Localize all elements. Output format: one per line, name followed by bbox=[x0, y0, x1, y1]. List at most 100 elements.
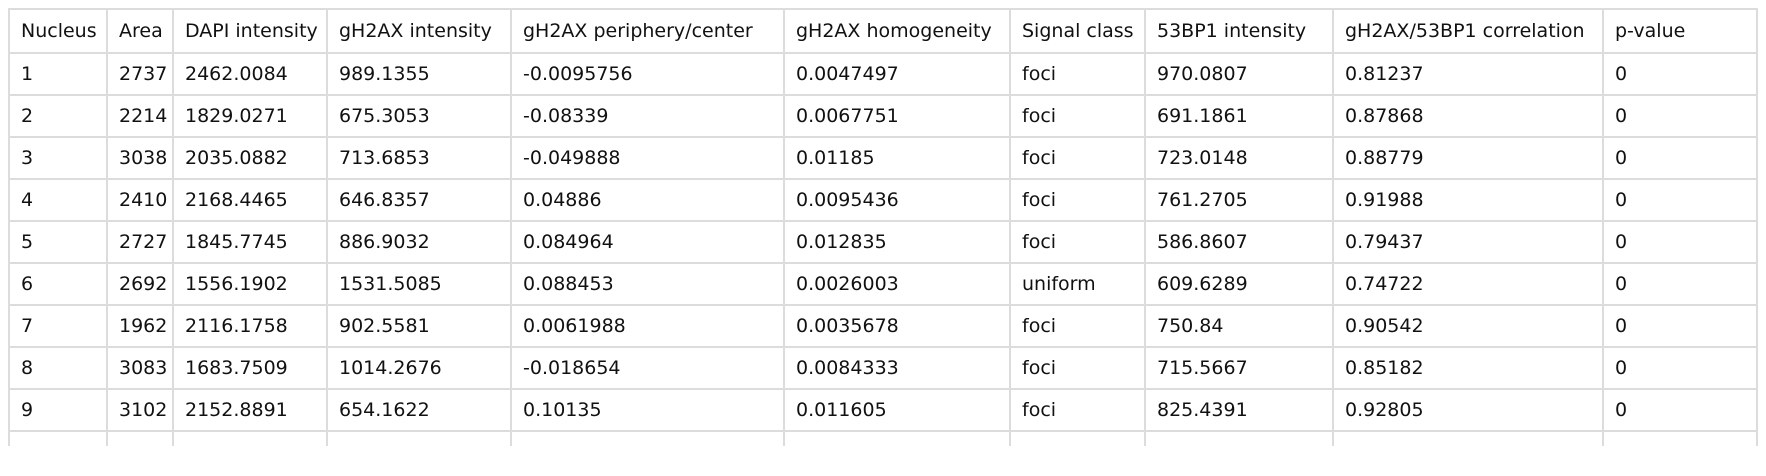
cell-p-value: 0 bbox=[1602, 346, 1758, 390]
empty-cell bbox=[106, 430, 174, 446]
cell-gh2ax-homogeneity: 0.0047497 bbox=[783, 52, 1011, 96]
column-header-correlation: gH2AX/53BP1 correlation bbox=[1332, 8, 1604, 54]
cell-p-value: 0 bbox=[1602, 388, 1758, 432]
cell-53bp1-intensity: 715.5667 bbox=[1144, 346, 1334, 390]
cell-gh2ax-homogeneity: 0.0026003 bbox=[783, 262, 1011, 306]
cell-53bp1-intensity: 750.84 bbox=[1144, 304, 1334, 348]
empty-cell bbox=[1009, 430, 1146, 446]
cell-p-value: 0 bbox=[1602, 178, 1758, 222]
cell-gh2ax-periphery-center: -0.049888 bbox=[510, 136, 785, 180]
cell-dapi-intensity: 1845.7745 bbox=[172, 220, 328, 264]
cell-gh2ax-intensity: 886.9032 bbox=[326, 220, 512, 264]
cell-nucleus: 4 bbox=[8, 178, 108, 222]
cell-53bp1-intensity: 723.0148 bbox=[1144, 136, 1334, 180]
cell-dapi-intensity: 2116.1758 bbox=[172, 304, 328, 348]
cell-gh2ax-homogeneity: 0.0084333 bbox=[783, 346, 1011, 390]
table-row: 4 2410 2168.4465 646.8357 0.04886 0.0095436 fo… bbox=[8, 178, 1758, 222]
table-row-partial bbox=[8, 430, 1758, 446]
cell-p-value: 0 bbox=[1602, 220, 1758, 264]
empty-cell bbox=[783, 430, 1011, 446]
cell-nucleus: 7 bbox=[8, 304, 108, 348]
cell-dapi-intensity: 1683.7509 bbox=[172, 346, 328, 390]
empty-cell bbox=[1332, 430, 1604, 446]
cell-signal-class: foci bbox=[1009, 94, 1146, 138]
cell-gh2ax-periphery-center: -0.08339 bbox=[510, 94, 785, 138]
cell-area: 2727 bbox=[106, 220, 174, 264]
cell-dapi-intensity: 1829.0271 bbox=[172, 94, 328, 138]
cell-gh2ax-periphery-center: 0.04886 bbox=[510, 178, 785, 222]
cell-gh2ax-periphery-center: 0.10135 bbox=[510, 388, 785, 432]
cell-area: 1962 bbox=[106, 304, 174, 348]
cell-dapi-intensity: 2152.8891 bbox=[172, 388, 328, 432]
cell-correlation: 0.88779 bbox=[1332, 136, 1604, 180]
cell-53bp1-intensity: 691.1861 bbox=[1144, 94, 1334, 138]
cell-correlation: 0.81237 bbox=[1332, 52, 1604, 96]
cell-p-value: 0 bbox=[1602, 136, 1758, 180]
cell-53bp1-intensity: 609.6289 bbox=[1144, 262, 1334, 306]
table-row: 7 1962 2116.1758 902.5581 0.0061988 0.0035678… bbox=[8, 304, 1758, 348]
cell-gh2ax-homogeneity: 0.0067751 bbox=[783, 94, 1011, 138]
cell-signal-class: foci bbox=[1009, 178, 1146, 222]
cell-signal-class: uniform bbox=[1009, 262, 1146, 306]
cell-area: 2692 bbox=[106, 262, 174, 306]
empty-cell bbox=[1602, 430, 1758, 446]
cell-area: 3083 bbox=[106, 346, 174, 390]
cell-gh2ax-periphery-center: 0.088453 bbox=[510, 262, 785, 306]
table-row: 8 3083 1683.7509 1014.2676 -0.018654 0.008433… bbox=[8, 346, 1758, 390]
cell-gh2ax-periphery-center: 0.084964 bbox=[510, 220, 785, 264]
column-header-53bp1-intensity: 53BP1 intensity bbox=[1144, 8, 1334, 54]
cell-gh2ax-intensity: 1014.2676 bbox=[326, 346, 512, 390]
cell-dapi-intensity: 2035.0882 bbox=[172, 136, 328, 180]
cell-correlation: 0.92805 bbox=[1332, 388, 1604, 432]
cell-gh2ax-periphery-center: -0.018654 bbox=[510, 346, 785, 390]
cell-p-value: 0 bbox=[1602, 304, 1758, 348]
cell-signal-class: foci bbox=[1009, 304, 1146, 348]
cell-gh2ax-intensity: 675.3053 bbox=[326, 94, 512, 138]
cell-correlation: 0.79437 bbox=[1332, 220, 1604, 264]
cell-signal-class: foci bbox=[1009, 346, 1146, 390]
cell-gh2ax-intensity: 1531.5085 bbox=[326, 262, 512, 306]
cell-gh2ax-homogeneity: 0.012835 bbox=[783, 220, 1011, 264]
table-row: 5 2727 1845.7745 886.9032 0.084964 0.012835 fo… bbox=[8, 220, 1758, 264]
cell-53bp1-intensity: 825.4391 bbox=[1144, 388, 1334, 432]
cell-correlation: 0.90542 bbox=[1332, 304, 1604, 348]
column-header-gh2ax-intensity: gH2AX intensity bbox=[326, 8, 512, 54]
cell-dapi-intensity: 2462.0084 bbox=[172, 52, 328, 96]
cell-gh2ax-intensity: 713.6853 bbox=[326, 136, 512, 180]
table-row: 9 3102 2152.8891 654.1622 0.10135 0.011605 foc… bbox=[8, 388, 1758, 432]
cell-gh2ax-periphery-center: -0.0095756 bbox=[510, 52, 785, 96]
cell-signal-class: foci bbox=[1009, 52, 1146, 96]
cell-correlation: 0.85182 bbox=[1332, 346, 1604, 390]
cell-area: 2214 bbox=[106, 94, 174, 138]
cell-p-value: 0 bbox=[1602, 94, 1758, 138]
empty-cell bbox=[172, 430, 328, 446]
column-header-dapi-intensity: DAPI intensity bbox=[172, 8, 328, 54]
cell-53bp1-intensity: 761.2705 bbox=[1144, 178, 1334, 222]
cell-area: 2410 bbox=[106, 178, 174, 222]
table-row: 2 2214 1829.0271 675.3053 -0.08339 0.0067751 f… bbox=[8, 94, 1758, 138]
table-body: 1 2737 2462.0084 989.1355 -0.0095756 0.004749… bbox=[8, 52, 1758, 446]
cell-nucleus: 5 bbox=[8, 220, 108, 264]
empty-cell bbox=[326, 430, 512, 446]
cell-gh2ax-intensity: 989.1355 bbox=[326, 52, 512, 96]
column-header-gh2ax-homogeneity: gH2AX homogeneity bbox=[783, 8, 1011, 54]
cell-gh2ax-intensity: 902.5581 bbox=[326, 304, 512, 348]
empty-cell bbox=[1144, 430, 1334, 446]
cell-nucleus: 3 bbox=[8, 136, 108, 180]
cell-53bp1-intensity: 586.8607 bbox=[1144, 220, 1334, 264]
cell-correlation: 0.87868 bbox=[1332, 94, 1604, 138]
table-row: 1 2737 2462.0084 989.1355 -0.0095756 0.004749… bbox=[8, 52, 1758, 96]
cell-area: 3102 bbox=[106, 388, 174, 432]
cell-signal-class: foci bbox=[1009, 136, 1146, 180]
cell-gh2ax-periphery-center: 0.0061988 bbox=[510, 304, 785, 348]
cell-53bp1-intensity: 970.0807 bbox=[1144, 52, 1334, 96]
cell-correlation: 0.91988 bbox=[1332, 178, 1604, 222]
cell-nucleus: 8 bbox=[8, 346, 108, 390]
cell-area: 3038 bbox=[106, 136, 174, 180]
cell-nucleus: 9 bbox=[8, 388, 108, 432]
cell-gh2ax-intensity: 646.8357 bbox=[326, 178, 512, 222]
cell-correlation: 0.74722 bbox=[1332, 262, 1604, 306]
cell-signal-class: foci bbox=[1009, 220, 1146, 264]
cell-p-value: 0 bbox=[1602, 262, 1758, 306]
cell-gh2ax-homogeneity: 0.01185 bbox=[783, 136, 1011, 180]
